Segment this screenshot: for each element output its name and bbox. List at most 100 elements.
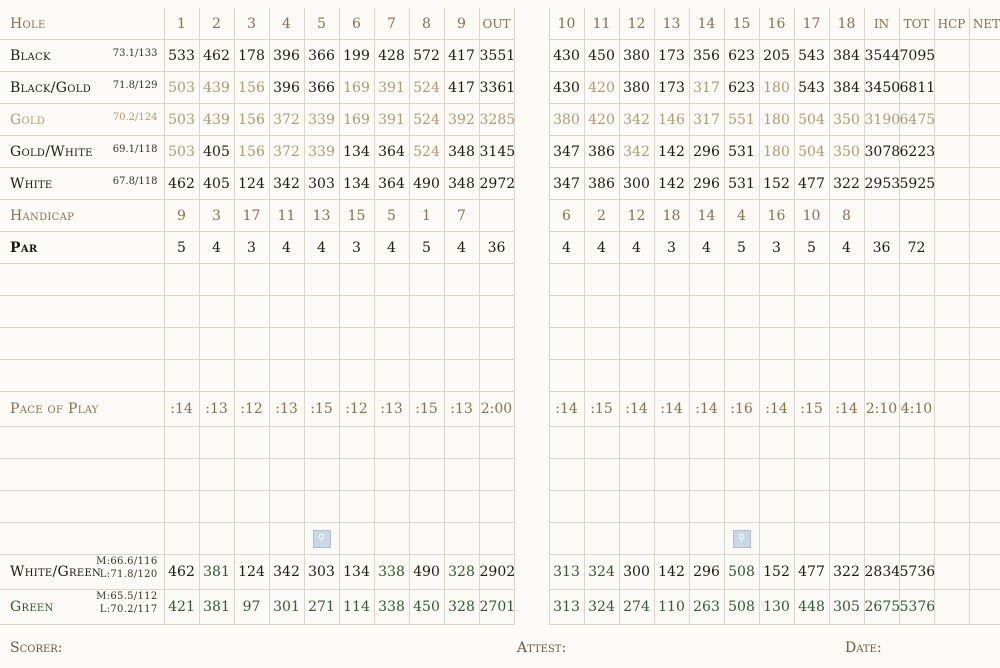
score-cell[interactable] xyxy=(373,458,410,491)
score-tot-cell[interactable] xyxy=(898,458,935,491)
score-cell[interactable] xyxy=(163,426,200,459)
score-tot-cell[interactable] xyxy=(898,295,935,328)
score-cell[interactable] xyxy=(268,263,305,296)
score-cell[interactable] xyxy=(268,522,305,555)
net-cell[interactable] xyxy=(968,359,1000,392)
score-cell[interactable] xyxy=(723,263,760,296)
score-cell[interactable] xyxy=(303,490,340,523)
score-cell[interactable] xyxy=(268,426,305,459)
score-cell[interactable] xyxy=(163,522,200,555)
score-cell[interactable] xyxy=(548,458,585,491)
score-in-cell[interactable] xyxy=(863,359,900,392)
score-cell[interactable] xyxy=(198,426,235,459)
hcp-cell[interactable] xyxy=(933,327,970,360)
score-cell[interactable] xyxy=(373,522,410,555)
hcp-cell[interactable] xyxy=(933,295,970,328)
score-cell[interactable] xyxy=(303,327,340,360)
score-cell[interactable] xyxy=(303,426,340,459)
score-cell[interactable] xyxy=(793,295,830,328)
score-cell[interactable] xyxy=(793,522,830,555)
hcp-cell[interactable] xyxy=(933,426,970,459)
score-tot-cell[interactable] xyxy=(898,327,935,360)
score-cell[interactable] xyxy=(303,458,340,491)
score-cell[interactable] xyxy=(373,295,410,328)
player-name-cell[interactable] xyxy=(0,359,165,392)
score-cell[interactable] xyxy=(198,458,235,491)
score-cell[interactable] xyxy=(233,359,270,392)
score-cell[interactable] xyxy=(373,490,410,523)
score-cell[interactable] xyxy=(303,359,340,392)
score-cell[interactable] xyxy=(443,522,480,555)
score-in-cell[interactable] xyxy=(863,263,900,296)
score-cell[interactable] xyxy=(443,426,480,459)
hcp-cell[interactable] xyxy=(933,263,970,296)
score-cell[interactable] xyxy=(723,490,760,523)
score-cell[interactable] xyxy=(373,327,410,360)
hcp-cell[interactable] xyxy=(933,490,970,523)
score-cell[interactable] xyxy=(828,359,865,392)
score-cell[interactable] xyxy=(688,359,725,392)
score-cell[interactable] xyxy=(688,263,725,296)
score-cell[interactable] xyxy=(688,490,725,523)
score-cell[interactable] xyxy=(233,295,270,328)
score-cell[interactable] xyxy=(233,458,270,491)
score-cell[interactable] xyxy=(828,426,865,459)
score-cell[interactable] xyxy=(373,359,410,392)
score-cell[interactable]: ⚲ xyxy=(723,522,760,555)
score-cell[interactable] xyxy=(233,522,270,555)
score-cell[interactable] xyxy=(583,263,620,296)
net-cell[interactable] xyxy=(968,263,1000,296)
score-cell[interactable] xyxy=(583,458,620,491)
score-cell[interactable] xyxy=(618,458,655,491)
score-in-cell[interactable] xyxy=(863,522,900,555)
score-cell[interactable] xyxy=(163,327,200,360)
score-cell[interactable] xyxy=(723,458,760,491)
score-cell[interactable] xyxy=(233,263,270,296)
score-cell[interactable] xyxy=(443,263,480,296)
net-cell[interactable] xyxy=(968,327,1000,360)
score-cell[interactable] xyxy=(408,327,445,360)
score-cell[interactable] xyxy=(268,458,305,491)
player-name-cell[interactable] xyxy=(0,327,165,360)
score-tot-cell[interactable] xyxy=(898,490,935,523)
score-out-cell[interactable] xyxy=(478,359,515,392)
score-cell[interactable] xyxy=(688,458,725,491)
score-cell[interactable] xyxy=(408,295,445,328)
score-out-cell[interactable] xyxy=(478,263,515,296)
score-cell[interactable] xyxy=(548,522,585,555)
net-cell[interactable] xyxy=(968,458,1000,491)
score-cell[interactable] xyxy=(198,263,235,296)
score-cell[interactable] xyxy=(688,522,725,555)
score-cell[interactable] xyxy=(408,426,445,459)
score-cell[interactable] xyxy=(338,295,375,328)
score-cell[interactable] xyxy=(828,458,865,491)
score-cell[interactable] xyxy=(828,263,865,296)
score-cell[interactable] xyxy=(758,327,795,360)
score-cell[interactable] xyxy=(723,295,760,328)
score-cell[interactable] xyxy=(163,359,200,392)
score-cell[interactable] xyxy=(443,458,480,491)
score-cell[interactable] xyxy=(793,426,830,459)
score-out-cell[interactable] xyxy=(478,327,515,360)
score-cell[interactable] xyxy=(373,263,410,296)
score-in-cell[interactable] xyxy=(863,458,900,491)
score-cell[interactable] xyxy=(338,426,375,459)
score-cell[interactable] xyxy=(303,263,340,296)
score-cell[interactable] xyxy=(688,327,725,360)
score-tot-cell[interactable] xyxy=(898,426,935,459)
score-out-cell[interactable] xyxy=(478,490,515,523)
score-cell[interactable] xyxy=(303,295,340,328)
score-cell[interactable] xyxy=(793,490,830,523)
score-cell[interactable] xyxy=(408,458,445,491)
score-cell[interactable] xyxy=(618,490,655,523)
score-cell[interactable] xyxy=(408,263,445,296)
score-cell[interactable] xyxy=(408,359,445,392)
score-tot-cell[interactable] xyxy=(898,522,935,555)
score-cell[interactable] xyxy=(653,490,690,523)
score-cell[interactable] xyxy=(198,327,235,360)
player-name-cell[interactable] xyxy=(0,458,165,491)
score-cell[interactable] xyxy=(268,359,305,392)
score-cell[interactable] xyxy=(793,458,830,491)
score-cell[interactable] xyxy=(618,522,655,555)
score-cell[interactable] xyxy=(548,490,585,523)
